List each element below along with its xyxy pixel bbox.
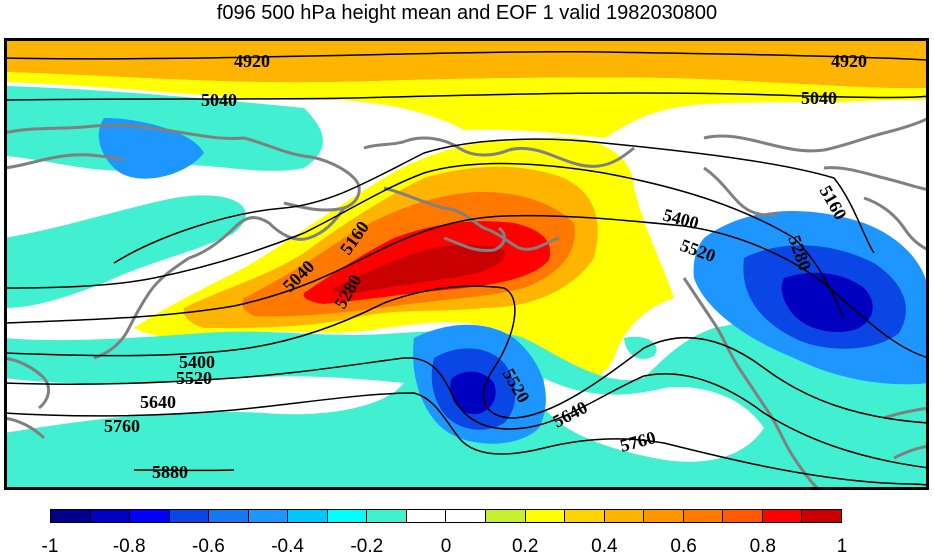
contour-label: 5400 [179, 352, 215, 372]
neutral-region [634, 99, 929, 258]
negative-anomaly-region [4, 195, 246, 308]
colorbar-segment [51, 510, 91, 522]
contour-line-5400 [4, 214, 929, 359]
contour-label: 5040 [801, 88, 837, 108]
colorbar-tick-label: 0.6 [670, 536, 697, 557]
colorbar-tick-label: 0.4 [591, 536, 618, 557]
colorbar-segment [209, 510, 249, 522]
colorbar-tick-labels: -1 -0.8 -0.6 -0.4 -0.2 0 0.2 0.4 0.6 0.8 1 [0, 536, 934, 558]
positive-anomaly-band [4, 72, 929, 138]
colorbar-tick-label: 0.2 [511, 536, 539, 557]
colorbar-segment [367, 510, 407, 522]
contour-line-5280 [4, 162, 845, 319]
contour-line-4920 [4, 51, 929, 61]
contour-label: 5520 [176, 368, 212, 388]
contour-line-5160 [113, 138, 875, 264]
colorbar-segment [644, 510, 684, 522]
colorbar-segment [446, 510, 487, 522]
colorbar-segment [683, 510, 724, 522]
colorbar-tick-label: 0 [440, 536, 452, 557]
contour-label: 4920 [831, 51, 867, 71]
colorbar-segment [604, 510, 645, 522]
colorbar-tick-label: 1 [836, 536, 848, 557]
colorbar-segment [565, 510, 605, 522]
colorbar-tick-label: -0.8 [112, 536, 146, 557]
contour-label: 5640 [140, 392, 176, 412]
contour-line-5760 [4, 392, 929, 486]
contour-label: 4920 [234, 51, 270, 71]
contour-label: 5760 [104, 416, 140, 436]
colorbar-segment [169, 510, 210, 522]
colorbar-segment [248, 510, 289, 522]
colorbar-segment [802, 510, 841, 522]
colorbar-segment [486, 510, 526, 522]
coastlines [4, 116, 929, 490]
colorbar-tick-label: -0.4 [271, 536, 304, 557]
negative-anomaly-region [624, 336, 657, 359]
colorbar-segment [288, 510, 328, 522]
neutral-region [4, 376, 404, 433]
height-contours [4, 51, 929, 486]
colorbar-tick-label: -1 [41, 536, 59, 557]
negative-anomaly-low [781, 272, 873, 333]
contour-label: 5040 [201, 90, 237, 110]
contour-line-5520 [4, 285, 929, 424]
map-plot: 4920 4920 5040 5040 5040 5160 5160 5280 … [4, 38, 929, 490]
colorbar-tick-label: -0.6 [192, 536, 225, 557]
colorbar [50, 509, 842, 523]
colorbar-segment [406, 510, 447, 522]
contour-line-5040 [4, 92, 929, 101]
positive-anomaly-band [4, 38, 929, 89]
map-svg: 4920 4920 5040 5040 5040 5160 5160 5280 … [4, 38, 929, 490]
colorbar-segment [130, 510, 170, 522]
colorbar-tick-label: 0.8 [749, 536, 777, 557]
positive-anomaly-core [333, 244, 505, 294]
contour-line-5640 [4, 357, 929, 469]
colorbar-segment [723, 510, 763, 522]
map-frame [4, 38, 929, 490]
colorbar-tick-label: -0.2 [350, 536, 384, 557]
figure-title: f096 500 hPa height mean and EOF 1 valid… [216, 2, 718, 24]
colorbar-segment [90, 510, 131, 522]
contour-label: 5880 [152, 462, 188, 482]
colorbar-segment [525, 510, 566, 522]
colorbar-segment [762, 510, 803, 522]
colorbar-segment [327, 510, 368, 522]
